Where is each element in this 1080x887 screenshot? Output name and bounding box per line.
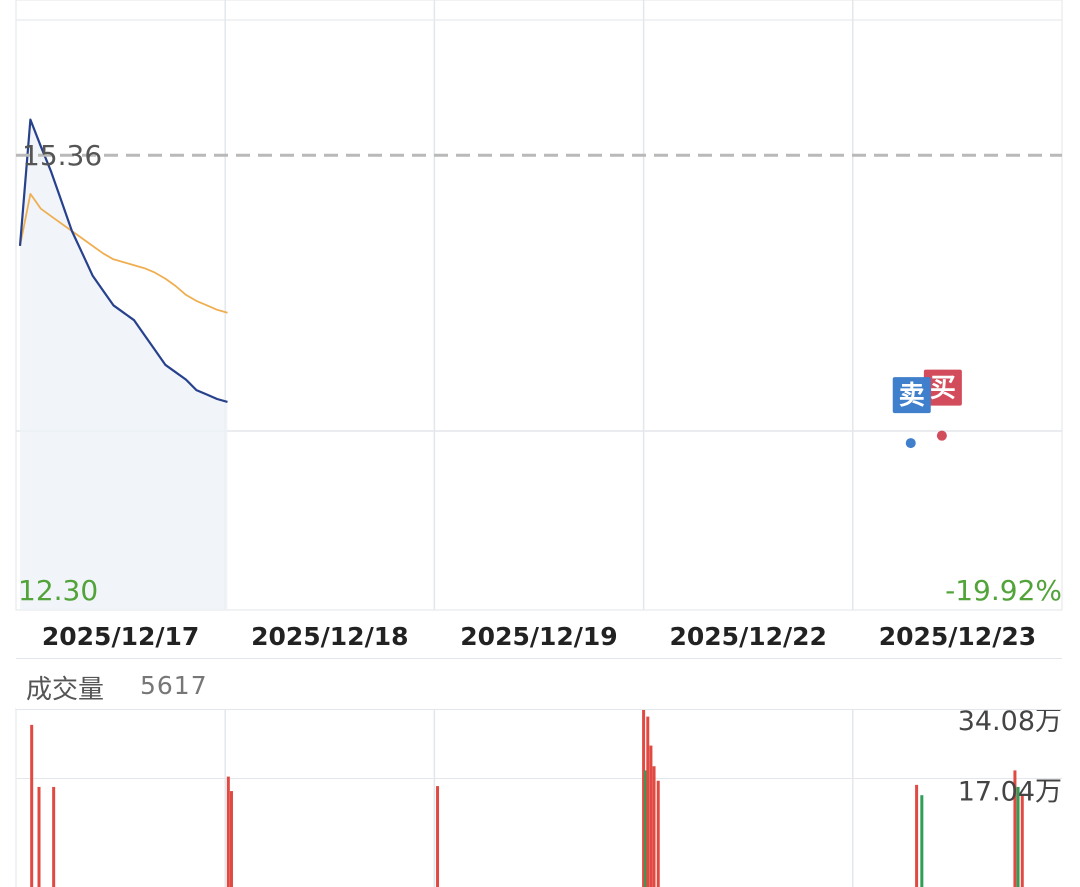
x-tick-label: 2025/12/17 bbox=[42, 622, 199, 651]
volume-bar bbox=[30, 724, 34, 887]
trade-marker-label: 卖 bbox=[899, 381, 925, 411]
x-tick-label: 2025/12/19 bbox=[460, 622, 617, 651]
volume-bar bbox=[1016, 786, 1020, 887]
price-frame bbox=[15, 0, 1063, 611]
volume-bar bbox=[436, 786, 440, 887]
average-line-segment bbox=[19, 193, 228, 314]
reference-price-label: 15.36 bbox=[22, 139, 102, 172]
trade-marker-badge bbox=[923, 369, 962, 406]
change-percent-label: -19.92% bbox=[945, 574, 1062, 607]
volume-bar bbox=[1013, 770, 1017, 887]
volume-grid bbox=[15, 707, 1062, 887]
trade-marker-label: 买 bbox=[930, 374, 956, 404]
low-price-label: 12.30 bbox=[18, 574, 98, 607]
volume-header: 成交量 5617 bbox=[16, 658, 1062, 710]
volume-bar bbox=[649, 745, 653, 887]
trade-marker-dot bbox=[905, 438, 916, 449]
trade-marker-badge bbox=[892, 377, 931, 414]
x-tick-label: 2025/12/22 bbox=[669, 622, 826, 651]
volume-bar bbox=[1020, 795, 1024, 887]
volume-current-value: 5617 bbox=[140, 671, 208, 700]
volume-bar bbox=[915, 784, 919, 887]
volume-tick-label: 34.08万 bbox=[958, 706, 1062, 737]
price-line bbox=[18, 118, 228, 403]
volume-bar bbox=[52, 786, 56, 887]
trade-marker-dot bbox=[936, 430, 947, 441]
trade-markers[interactable]: 买卖 bbox=[892, 369, 962, 449]
volume-y-axis: 34.08万 17.04万 bbox=[958, 706, 1062, 808]
volume-bar bbox=[226, 776, 230, 887]
volume-bar bbox=[644, 770, 648, 887]
volume-tick-label: 17.04万 bbox=[958, 777, 1062, 808]
volume-bar bbox=[656, 780, 660, 887]
volume-bar bbox=[229, 791, 233, 887]
volume-bar bbox=[920, 795, 924, 887]
x-axis: 2025/12/17 2025/12/18 2025/12/19 2025/12/22… bbox=[42, 622, 1036, 651]
volume-bar bbox=[646, 716, 650, 887]
volume-bar bbox=[642, 708, 646, 887]
volume-title: 成交量 bbox=[26, 675, 105, 705]
price-line-segment bbox=[18, 118, 228, 403]
volume-bar bbox=[652, 766, 656, 887]
volume-bars bbox=[30, 708, 1024, 887]
price-area-segment bbox=[20, 119, 228, 610]
x-tick-label: 2025/12/23 bbox=[879, 622, 1036, 651]
price-area bbox=[20, 119, 228, 610]
volume-bar bbox=[37, 786, 41, 887]
x-tick-label: 2025/12/18 bbox=[251, 622, 408, 651]
average-price-line bbox=[19, 193, 228, 314]
